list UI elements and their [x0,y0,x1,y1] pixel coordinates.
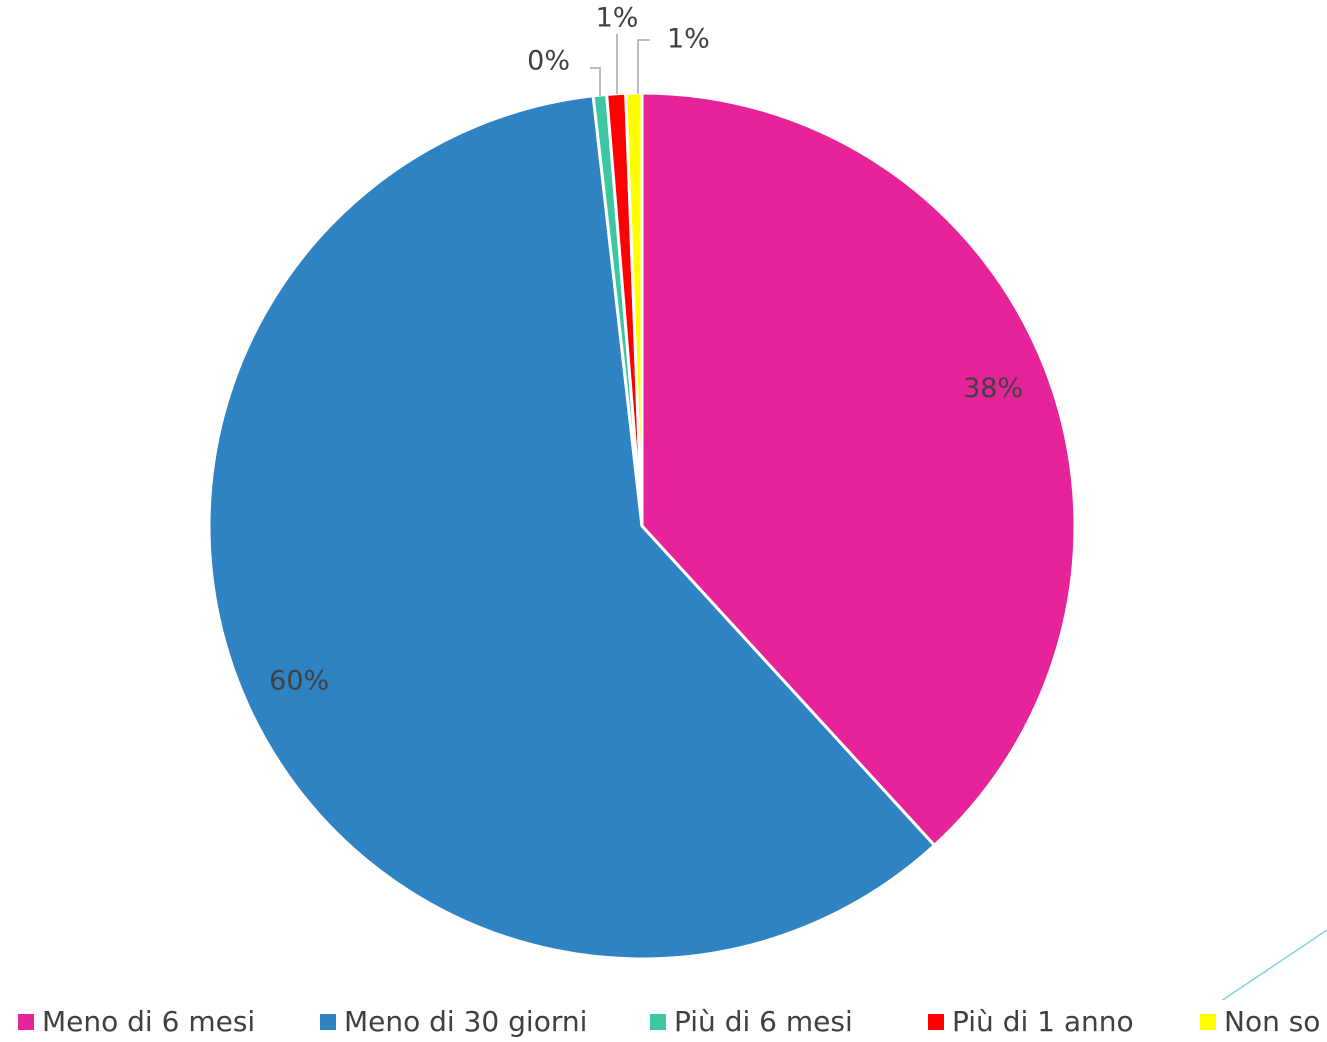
leader-line-4 [637,39,650,94]
legend-label: Meno di 6 mesi [42,1005,256,1038]
legend-label: Meno di 30 giorni [344,1005,588,1038]
decorative-accent-line [1221,929,1327,1000]
legend-swatch [1200,1013,1216,1030]
pie-slice-4 [624,91,644,527]
pie-chart: 38% 60% 0% 1% 1% [207,3,1327,1000]
legend-item-meno-di-6-mesi: Meno di 6 mesi [18,1005,255,1038]
leader-line-2 [590,67,601,96]
pie-slices [207,91,1077,961]
legend-label: Più di 6 mesi [674,1005,853,1038]
legend-swatch [18,1013,34,1030]
legend-item-non-so: Non so [1200,1005,1320,1038]
legend-swatch [928,1013,944,1030]
legend-swatch [320,1013,336,1030]
pie-slice-1 [207,94,937,961]
data-labels: 38% 60% 0% 1% 1% [269,3,1023,697]
data-label-4: 1% [667,24,710,55]
data-label-3: 1% [596,3,639,34]
legend-item-piu-di-6-mesi: Più di 6 mesi [650,1005,853,1038]
pie-slice-0 [640,91,1077,848]
leader-lines [590,34,650,96]
legend-label: Non so [1224,1005,1321,1038]
legend-item-piu-di-1-anno: Più di 1 anno [928,1005,1134,1038]
chart-legend: Meno di 6 mesi Meno di 30 giorni Più di … [18,1005,1320,1041]
legend-label: Più di 1 anno [952,1005,1134,1038]
data-label-2: 0% [527,46,570,77]
data-label-0: 38% [963,373,1023,404]
data-label-1: 60% [269,666,329,697]
legend-swatch [650,1013,666,1030]
legend-item-meno-di-30-giorni: Meno di 30 giorni [320,1005,587,1038]
